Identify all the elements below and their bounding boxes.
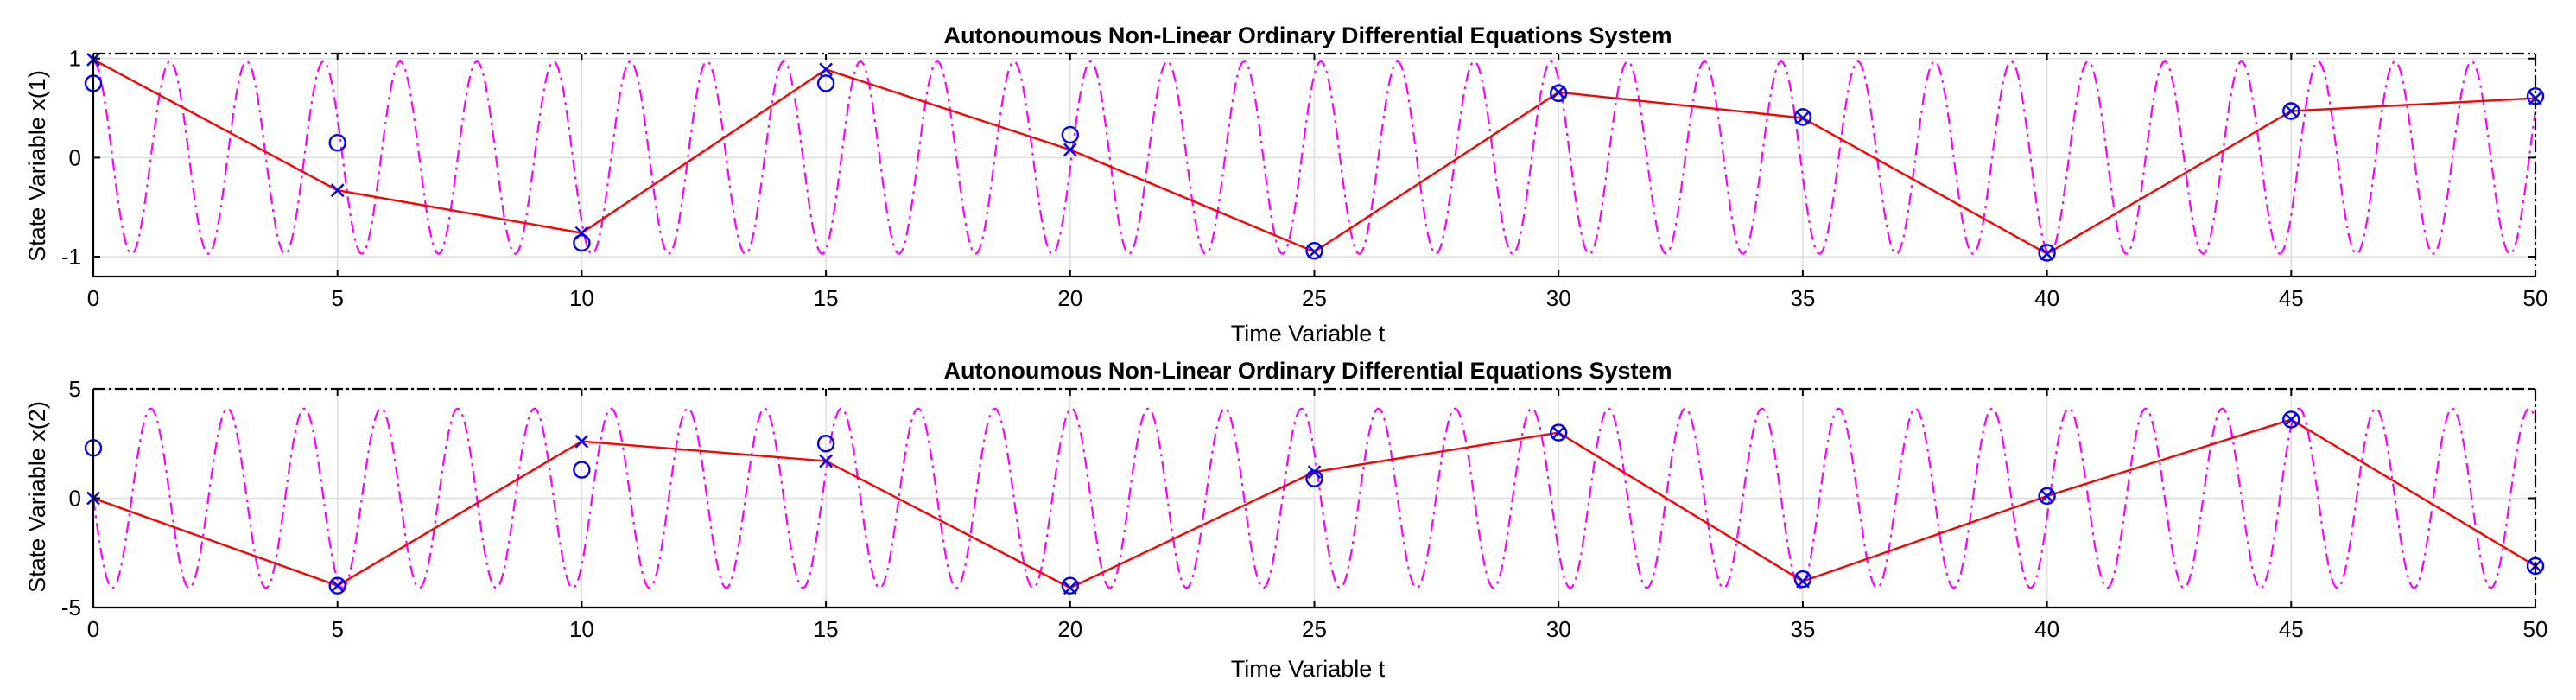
x-tick-label: 50: [2523, 616, 2548, 642]
x-tick-label: 35: [1790, 285, 1815, 311]
x-tick-label: 45: [2279, 616, 2304, 642]
y-tick-label: 0: [69, 486, 81, 512]
circle-marker: [328, 133, 346, 152]
y-axis-label-x2: State Variable x(2): [24, 401, 50, 593]
circle-marker: [1549, 84, 1568, 103]
circle-marker: [573, 233, 591, 252]
markers-x2: [84, 410, 2545, 595]
circle-marker: [1305, 241, 1323, 260]
x-marker: [1063, 143, 1077, 157]
ticks-x1: 0 5 10 15 20 25 30 35 40 45 50-101: [61, 46, 2548, 311]
y-tick-label: 0: [69, 144, 81, 170]
x-tick-label: 35: [1790, 616, 1815, 642]
x-tick-label: 15: [814, 285, 839, 311]
subplot-x2: 0 5 10 15 20 25 30 35 40 45 50-505 Autonoumous Non…: [24, 358, 2547, 682]
x-tick-label: 25: [1302, 616, 1327, 642]
chart-title-x2: Autonoumous Non-Linear Ordinary Differen…: [943, 358, 1672, 384]
x-marker: [330, 183, 345, 198]
x-marker: [2040, 489, 2054, 503]
oscillation-series-x2: [92, 407, 2537, 589]
circle-marker: [1793, 570, 1812, 589]
oscillation-line: [92, 407, 2537, 589]
x-tick-label: 0: [87, 285, 99, 311]
x-tick-label: 50: [2523, 285, 2548, 311]
x-marker: [2284, 412, 2299, 427]
x-axis-label-x1: Time Variable t: [1231, 321, 1386, 347]
circle-marker: [573, 461, 591, 479]
x-tick-label: 0: [87, 616, 99, 642]
x-tick-label: 20: [1057, 285, 1082, 311]
y-tick-label: -5: [61, 595, 81, 620]
circle-marker: [816, 74, 835, 92]
x-marker: [819, 454, 833, 468]
circle-marker: [1305, 469, 1323, 487]
circle-marker: [2038, 487, 2056, 506]
circle-marker: [2038, 244, 2056, 262]
x-marker: [2284, 104, 2299, 118]
x-tick-label: 40: [2034, 285, 2059, 311]
circle-marker: [816, 435, 835, 453]
y-tick-label: 1: [69, 46, 81, 72]
x-marker: [1307, 245, 1322, 259]
circle-marker: [1549, 423, 1568, 442]
x-tick-label: 5: [331, 285, 343, 311]
x-axis-label-x2: Time Variable t: [1231, 656, 1386, 682]
y-tick-label: 5: [69, 376, 81, 402]
x-marker: [1551, 425, 1566, 440]
circle-marker: [2282, 410, 2300, 429]
circle-marker: [328, 576, 346, 595]
circle-marker: [1061, 125, 1080, 144]
y-axis-label-x1: State Variable x(1): [24, 70, 50, 262]
y-tick-label: -1: [61, 244, 81, 270]
oscillation-series-x1: [92, 60, 2537, 255]
x-marker: [819, 62, 833, 77]
x-tick-label: 30: [1546, 616, 1571, 642]
ticks-x2: 0 5 10 15 20 25 30 35 40 45 50-505: [61, 376, 2548, 642]
x-tick-label: 40: [2034, 616, 2059, 642]
oscillation-line: [92, 60, 2537, 255]
x-marker: [2040, 246, 2054, 261]
circle-marker: [1061, 576, 1080, 595]
x-marker: [1796, 111, 1810, 125]
chart-title-x1: Autonoumous Non-Linear Ordinary Differen…: [943, 22, 1672, 48]
x-marker: [1307, 465, 1322, 479]
x-marker: [330, 578, 345, 593]
x-marker: [1551, 85, 1566, 99]
x-marker: [574, 434, 589, 449]
x-tick-label: 45: [2279, 285, 2304, 311]
subplot-x1: 0 5 10 15 20 25 30 35 40 45 50-101 Autonoumous Non…: [24, 22, 2547, 347]
x-tick-label: 5: [331, 616, 343, 642]
x-tick-label: 30: [1546, 285, 1571, 311]
circle-marker: [1793, 108, 1812, 126]
x-tick-label: 10: [569, 616, 594, 642]
x-tick-label: 10: [569, 285, 594, 311]
x-tick-label: 25: [1302, 285, 1327, 311]
circle-marker: [2282, 102, 2300, 120]
x-tick-label: 20: [1057, 616, 1082, 642]
markers-x1: [84, 53, 2545, 262]
x-tick-label: 15: [814, 616, 839, 642]
